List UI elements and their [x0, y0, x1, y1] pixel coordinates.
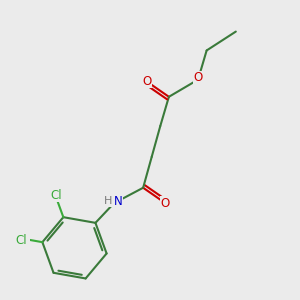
- Text: O: O: [194, 71, 203, 84]
- Text: Cl: Cl: [16, 234, 27, 247]
- Text: O: O: [161, 197, 170, 210]
- Text: Cl: Cl: [50, 189, 62, 202]
- Text: O: O: [142, 75, 151, 88]
- Text: H: H: [103, 196, 112, 206]
- Text: N: N: [114, 195, 122, 208]
